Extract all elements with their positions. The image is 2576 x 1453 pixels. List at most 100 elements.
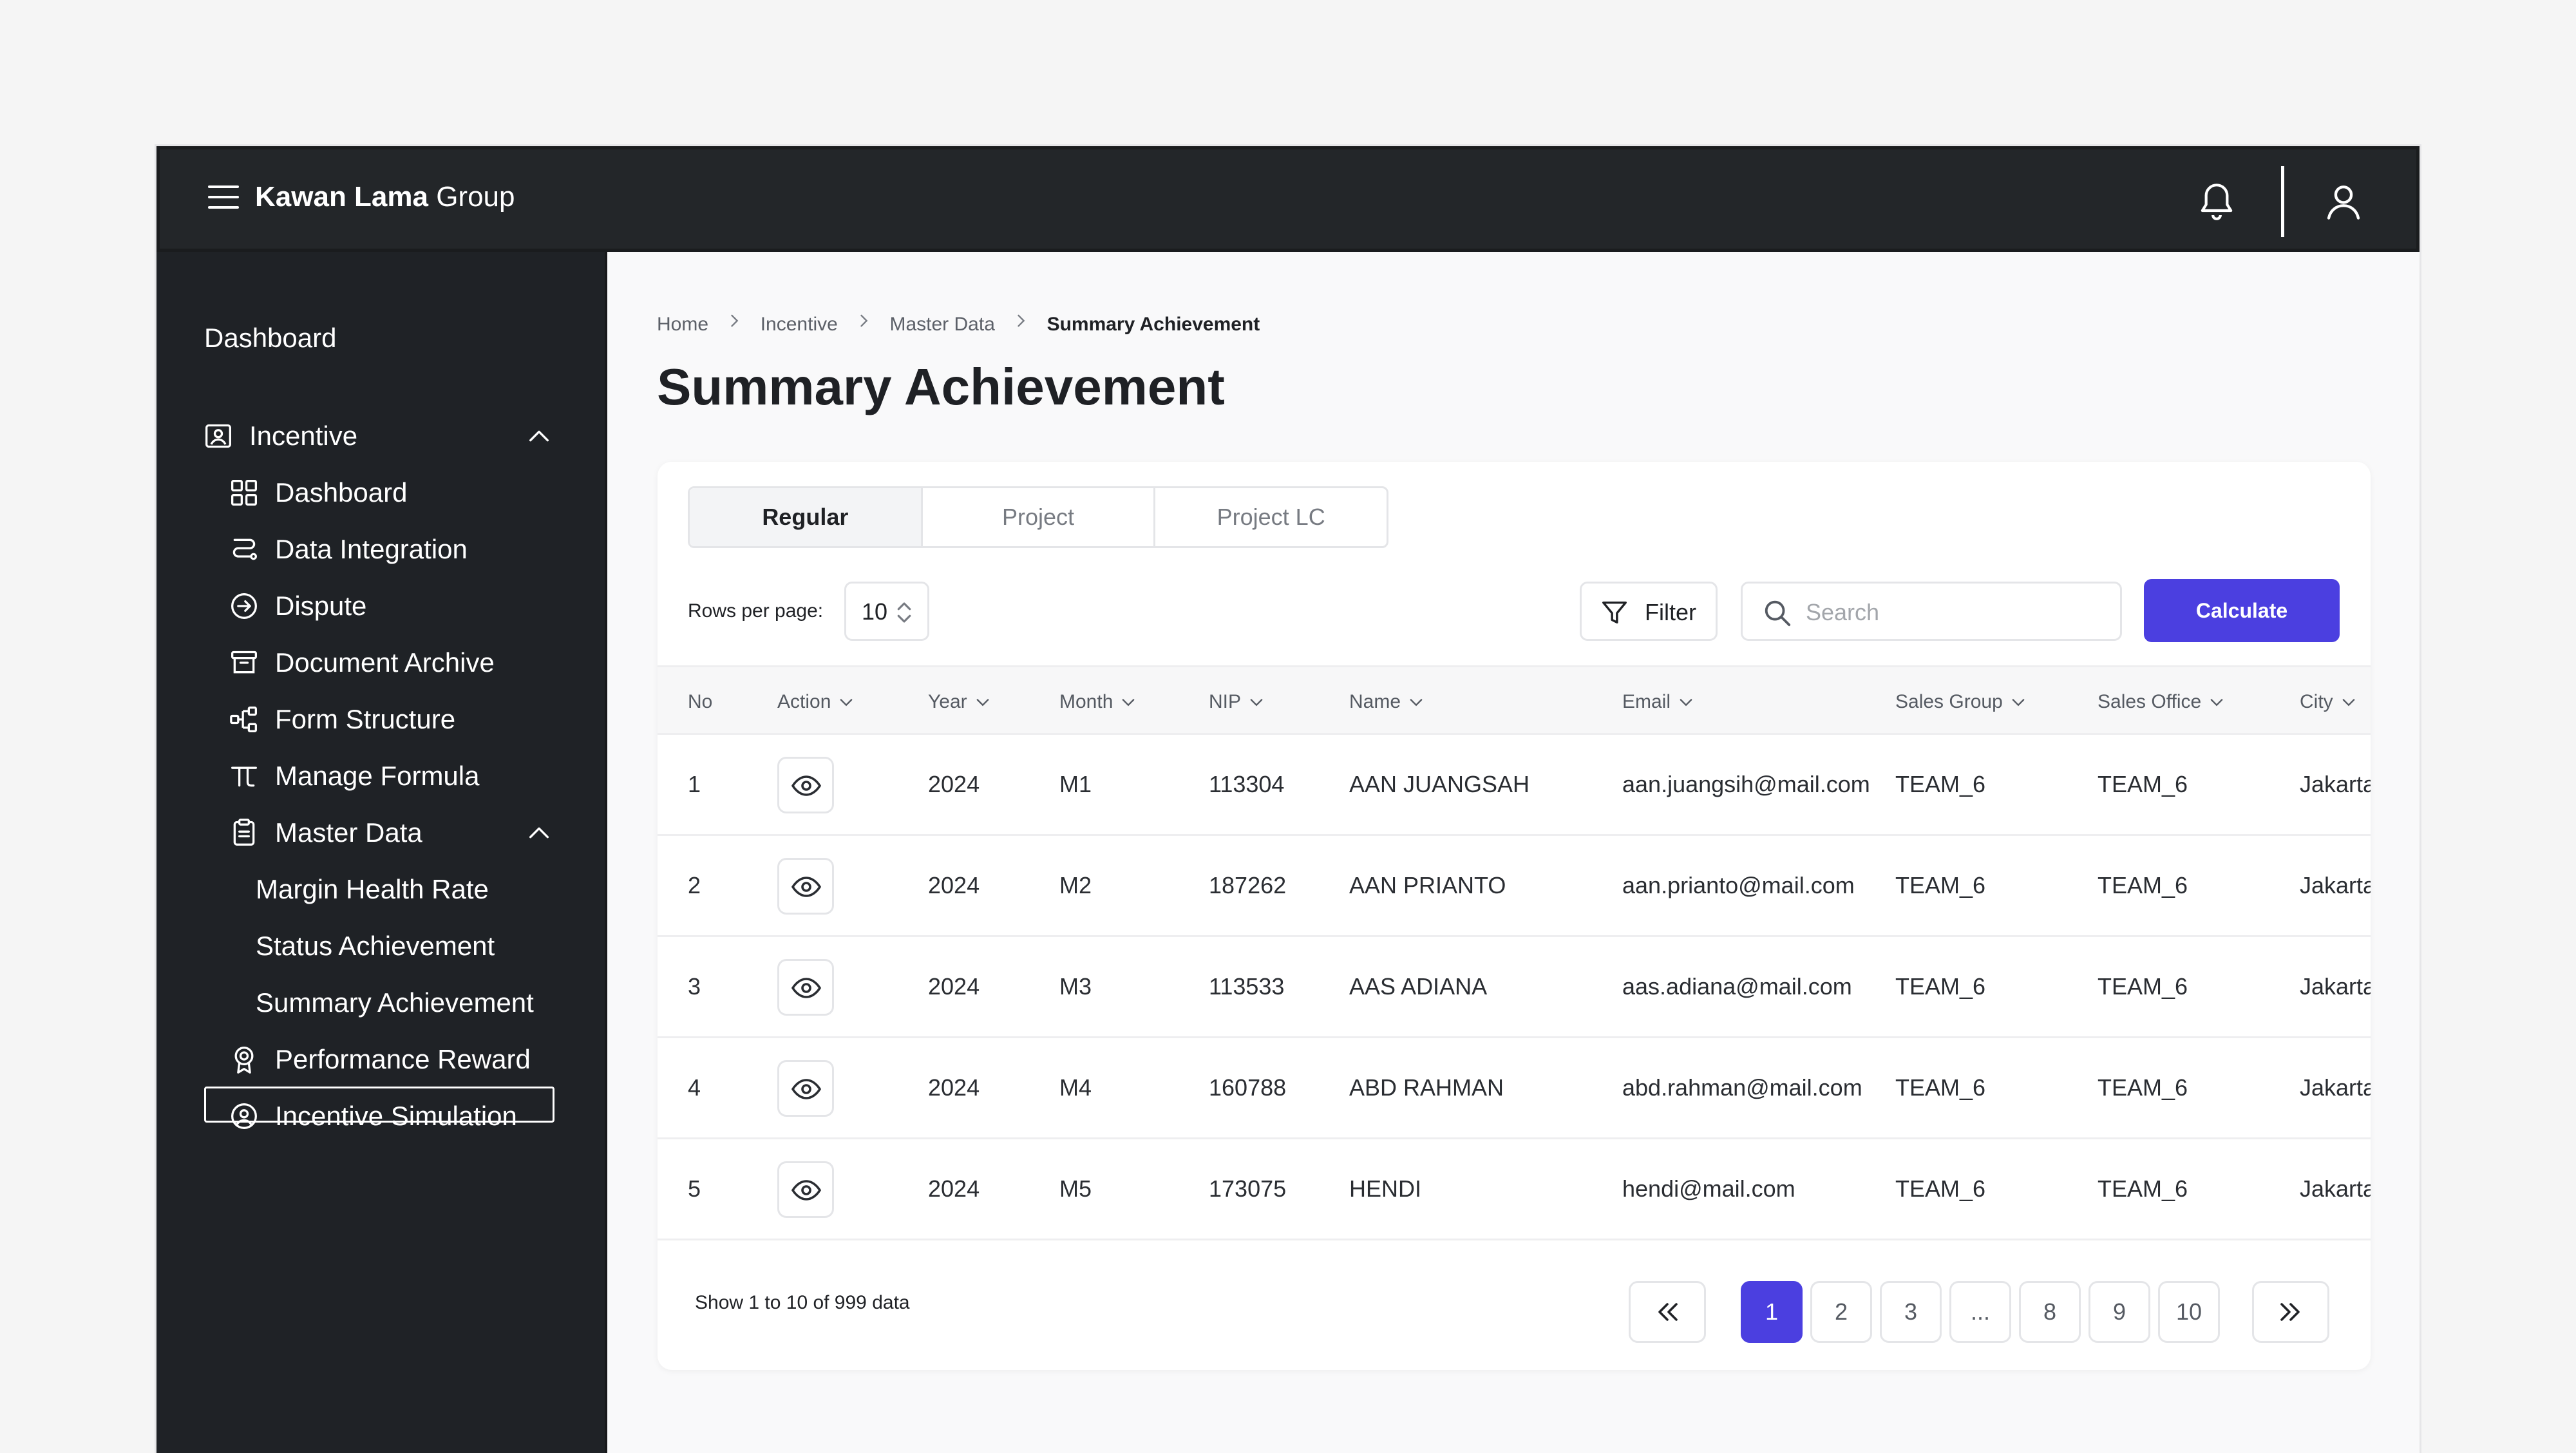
sidebar-item-document-archive[interactable]: Document Archive [275,647,495,678]
sidebar-item-performance-reward[interactable]: Performance Reward [275,1044,531,1074]
calculate-button[interactable]: Calculate [2144,579,2340,642]
cell-sales-group: TEAM_6 [1895,1074,1986,1101]
sidebar-item-incentive[interactable]: Incentive [249,421,358,451]
tab-regular[interactable]: Regular [690,488,923,546]
cell-nip: 160788 [1209,1074,1287,1101]
column-header-nip[interactable]: NIP [1209,667,1265,737]
view-button[interactable] [777,858,834,915]
table-row: 5 2024 M5 173075 HENDI hendi@mail.com TE… [658,1139,2371,1240]
column-header-name[interactable]: Name [1349,667,1425,737]
cell-city: Jakarta [2300,973,2371,1000]
search-input[interactable] [1804,593,2103,632]
column-header-action[interactable]: Action [777,667,855,737]
eye-icon [791,877,822,897]
column-header-city[interactable]: City [2300,667,2358,737]
brand-logo[interactable]: Kawan Lama Group [255,178,515,216]
tab-project-lc[interactable]: Project LC [1217,504,1325,530]
sort-updown-icon [897,602,911,623]
tab-project[interactable]: Project [923,488,1156,546]
column-header-year[interactable]: Year [928,667,992,737]
page-3-button[interactable]: 3 [1880,1281,1942,1343]
view-button[interactable] [777,1161,834,1218]
page-8-button[interactable]: 8 [2019,1281,2081,1343]
cell-year: 2024 [928,771,980,797]
breadcrumb: Home Incentive Master Data Summary Achie… [657,311,1260,337]
chevron-up-icon[interactable] [526,423,552,449]
cell-no: 1 [688,771,701,797]
page-9-button[interactable]: 9 [2088,1281,2150,1343]
first-page-button[interactable] [1629,1281,1706,1343]
rows-per-page-select[interactable]: 10 [844,582,929,641]
cell-name: AAN PRIANTO [1349,872,1506,898]
column-header-email[interactable]: Email [1622,667,1695,737]
sidebar-item-form-structure[interactable]: Form Structure [275,704,456,734]
hamburger-menu-icon[interactable] [208,184,239,210]
column-header-sales-group[interactable]: Sales Group [1895,667,2027,737]
chevron-down-icon [1250,699,1263,707]
cell-email: hendi@mail.com [1622,1175,1795,1202]
hierarchy-icon [230,707,257,732]
chevron-down-icon [840,699,853,707]
page-2-button[interactable]: 2 [1810,1281,1872,1343]
last-page-button[interactable] [2252,1281,2329,1343]
cell-sales-group: TEAM_6 [1895,771,1986,797]
sidebar-item-sub-dashboard[interactable]: Dashboard [275,477,408,508]
sidebar-item-margin-health-rate[interactable]: Margin Health Rate [256,874,489,904]
rows-per-page-label: Rows per page: [688,600,824,622]
breadcrumb-home[interactable]: Home [657,314,709,336]
sidebar-item-master-data[interactable]: Master Data [275,817,422,848]
cell-city: Jakarta [2300,872,2371,898]
app-window: Kawan Lama Group Dashboard Incentive [155,144,2421,1453]
eye-icon [791,978,822,998]
breadcrumb-master-data[interactable]: Master Data [889,314,995,336]
sidebar-active-indicator [204,1087,554,1123]
sidebar-item-status-achievement[interactable]: Status Achievement [256,931,495,961]
chevron-right-icon [1018,314,1025,327]
cell-sales-group: TEAM_6 [1895,1175,1986,1202]
breadcrumb-incentive[interactable]: Incentive [760,314,838,336]
filter-button[interactable]: Filter [1580,582,1718,641]
table-header: No Action Year Month NIP Name Email Sale… [658,665,2371,735]
user-profile-icon[interactable] [2325,182,2362,220]
column-header-sales-office[interactable]: Sales Office [2098,667,2226,737]
sidebar-item-dashboard[interactable]: Dashboard [204,323,337,353]
cell-name: HENDI [1349,1175,1422,1202]
sidebar-item-dispute[interactable]: Dispute [275,591,367,621]
cell-month: M3 [1059,973,1092,1000]
brand-name-bold: Kawan Lama [255,181,428,213]
page-1-button[interactable]: 1 [1741,1281,1803,1343]
sidebar-item-incentive-simulation[interactable]: Incentive Simulation [275,1101,517,1131]
page-title: Summary Achievement [657,358,1225,415]
sidebar-item-manage-formula[interactable]: Manage Formula [275,761,480,791]
page-ellipsis: ... [1949,1281,2011,1343]
formula-icon [231,766,257,787]
view-button[interactable] [777,757,834,813]
cell-no: 5 [688,1175,701,1202]
chevron-down-icon [1122,699,1135,707]
sidebar-item-data-integration[interactable]: Data Integration [275,534,468,564]
cell-city: Jakarta [2300,771,2371,797]
notification-bell-icon[interactable] [2199,182,2235,222]
view-button[interactable] [777,959,834,1016]
user-circle-icon [231,1103,257,1129]
cell-year: 2024 [928,872,980,898]
archive-icon [231,651,257,674]
cell-nip: 113533 [1209,973,1285,1000]
sidebar-item-summary-achievement[interactable]: Summary Achievement [256,987,534,1018]
chevron-right-icon [731,314,739,327]
cell-email: aan.juangsih@mail.com [1622,771,1870,797]
chevron-up-icon[interactable] [526,820,552,846]
column-header-month[interactable]: Month [1059,667,1137,737]
cell-sales-office: TEAM_6 [2098,771,2188,797]
grid-icon [231,480,257,506]
filter-label: Filter [1645,599,1696,625]
page-10-button[interactable]: 10 [2158,1281,2220,1343]
portrait-icon [205,424,231,448]
eye-icon [791,1180,822,1201]
cell-no: 4 [688,1074,701,1101]
view-button[interactable] [777,1060,834,1117]
chevron-down-icon [2342,699,2355,707]
chevron-down-icon [2210,699,2223,707]
cell-name: AAS ADIANA [1349,973,1488,1000]
cell-sales-office: TEAM_6 [2098,1175,2188,1202]
